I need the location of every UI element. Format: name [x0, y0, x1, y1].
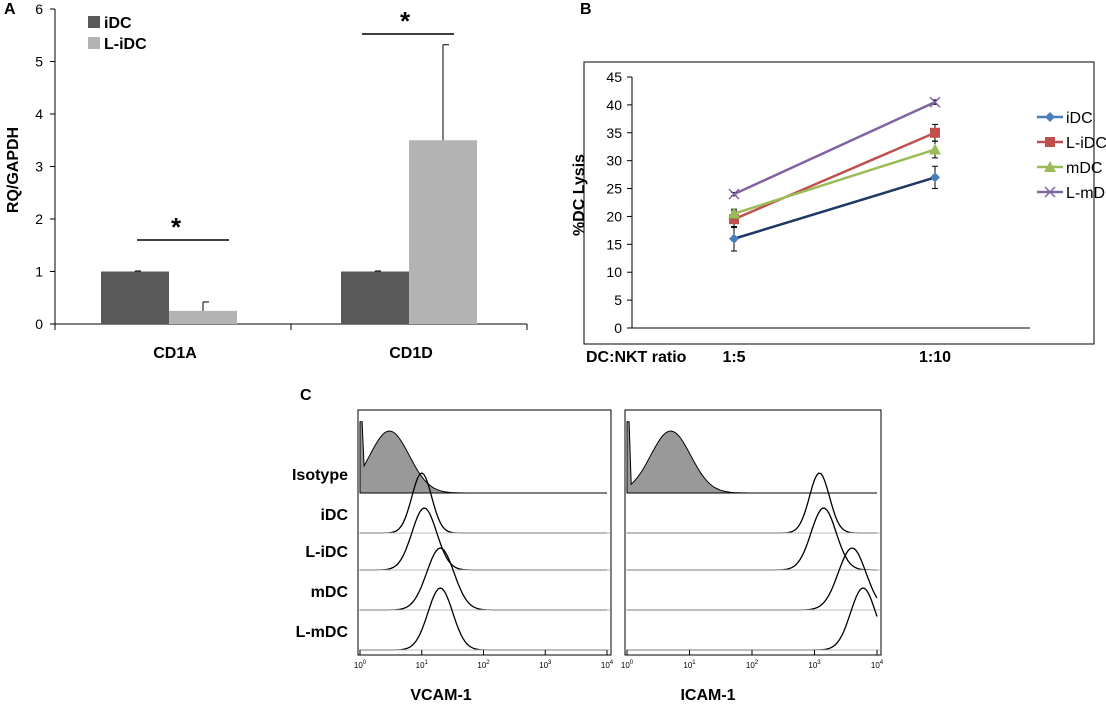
- legend-marker-l-idc: [1045, 137, 1055, 147]
- c-tick-label: 101: [416, 660, 429, 670]
- panel-a: A RQ/GAPDH 0 1 2 3 4 5 6 iDC L-iDC CD1A CD1D *…: [4, 1, 528, 362]
- b-ytick-label: 45: [606, 69, 622, 85]
- legend-label-idc: iDC: [104, 15, 132, 32]
- a-ytick-label: 1: [35, 264, 43, 280]
- legend-label-l-mdc: L-mDC: [1066, 185, 1106, 202]
- sig-star-cd1a: *: [171, 212, 182, 242]
- a-ytick-label: 6: [35, 1, 43, 17]
- panel-b: B %DC Lysis 0 5 10 15 20 25 30 35 40 45 iDC L-iDC m…: [571, 1, 1106, 366]
- c-tick-label: 101: [683, 660, 696, 670]
- b-ytick-label: 30: [606, 153, 622, 169]
- line-mdc: [733, 148, 936, 215]
- b-xtick-1to5: 1:5: [722, 349, 745, 366]
- b-ytick-label: 10: [606, 264, 622, 280]
- c-row-label: L-iDC: [305, 544, 348, 561]
- legend-label-idc: iDC: [1066, 110, 1093, 127]
- b-ytick-label: 20: [606, 208, 622, 224]
- point-idc: [930, 172, 940, 183]
- bar-idc-cd1d: [341, 271, 409, 324]
- legend-label-lidc: L-iDC: [104, 36, 147, 53]
- b-xlabel: DC:NKT ratio: [586, 349, 687, 366]
- legend-marker-idc: [1045, 112, 1055, 122]
- legend-label-mdc: mDC: [1066, 160, 1102, 177]
- b-frame: [583, 61, 1095, 345]
- legend-marker-l-mdc: [1044, 186, 1056, 198]
- c-xlabel-icam: ICAM-1: [680, 687, 735, 704]
- b-ytick-label: 35: [606, 125, 622, 141]
- a-ytick-label: 0: [35, 316, 43, 332]
- c-tick-label: 102: [477, 660, 490, 670]
- a-ylabel: RQ/GAPDH: [5, 127, 22, 213]
- panel-b-label: B: [580, 1, 592, 18]
- c-tick-label: 103: [539, 660, 552, 670]
- point-l-idc: [729, 214, 739, 225]
- b-ytick-label: 5: [614, 292, 622, 308]
- b-xtick-1to10: 1:10: [919, 349, 951, 366]
- c-histograms: [359, 421, 880, 651]
- a-xtick-cd1d: CD1D: [389, 345, 433, 362]
- b-legend: iDC L-iDC mDC L-mDC: [1037, 110, 1106, 202]
- bar-l-idc-cd1d: [409, 140, 477, 324]
- a-ytick-label: 5: [35, 54, 43, 70]
- bar-idc-cd1a: [101, 271, 169, 324]
- c-isotype-histogram: [626, 421, 877, 494]
- point-mdc: [728, 207, 740, 219]
- c-row-label: Isotype: [292, 467, 348, 484]
- legend-label-l-idc: L-iDC: [1066, 135, 1106, 152]
- legend-marker-mdc: [1044, 161, 1056, 172]
- panel-a-label: A: [4, 1, 16, 18]
- b-ytick-label: 40: [606, 97, 622, 113]
- b-ytick-label: 0: [614, 320, 622, 336]
- line-l-mdc: [733, 100, 936, 196]
- c-tick-label: 100: [621, 660, 634, 670]
- c-row-labels: Isotype iDC L-iDC mDC L-mDC: [292, 467, 348, 641]
- c-isotype-histogram: [359, 421, 607, 494]
- a-xtick-cd1a: CD1A: [153, 345, 197, 362]
- legend-swatch-idc: [88, 16, 100, 28]
- c-xticks: 100 101 102 103 104 100 101 102 103 104: [354, 650, 884, 670]
- c-row-label: iDC: [320, 507, 348, 524]
- c-row-label: L-mDC: [296, 624, 349, 641]
- c-tick-label: 102: [746, 660, 759, 670]
- b-ytick-label: 25: [606, 181, 622, 197]
- legend-swatch-lidc: [88, 37, 100, 49]
- point-idc: [729, 233, 739, 244]
- panel-c-label: C: [300, 387, 312, 404]
- c-xlabel-vcam: VCAM-1: [410, 687, 471, 704]
- c-tick-label: 104: [871, 660, 884, 670]
- a-ytick-label: 2: [35, 211, 43, 227]
- bar-l-idc-cd1a: [169, 310, 237, 324]
- point-l-idc: [930, 127, 940, 138]
- c-tick-label: 104: [601, 660, 614, 670]
- point-l-mdc: [929, 96, 941, 108]
- a-bars: [101, 44, 477, 324]
- line-l-idc: [733, 131, 936, 221]
- c-tick-label: 103: [808, 660, 821, 670]
- a-ytick-label: 4: [35, 106, 43, 122]
- a-ytick-label: 3: [35, 159, 43, 175]
- sig-star-cd1d: *: [400, 6, 411, 36]
- b-ylabel: %DC Lysis: [571, 154, 588, 236]
- b-lines: [728, 96, 941, 252]
- b-ytick-label: 15: [606, 236, 622, 252]
- b-axes: 0 5 10 15 20 25 30 35 40 45: [606, 69, 1030, 336]
- point-mdc: [929, 143, 941, 155]
- point-l-mdc: [728, 188, 740, 200]
- c-tick-label: 100: [354, 660, 367, 670]
- line-idc: [733, 176, 936, 240]
- c-row-label: mDC: [311, 584, 349, 601]
